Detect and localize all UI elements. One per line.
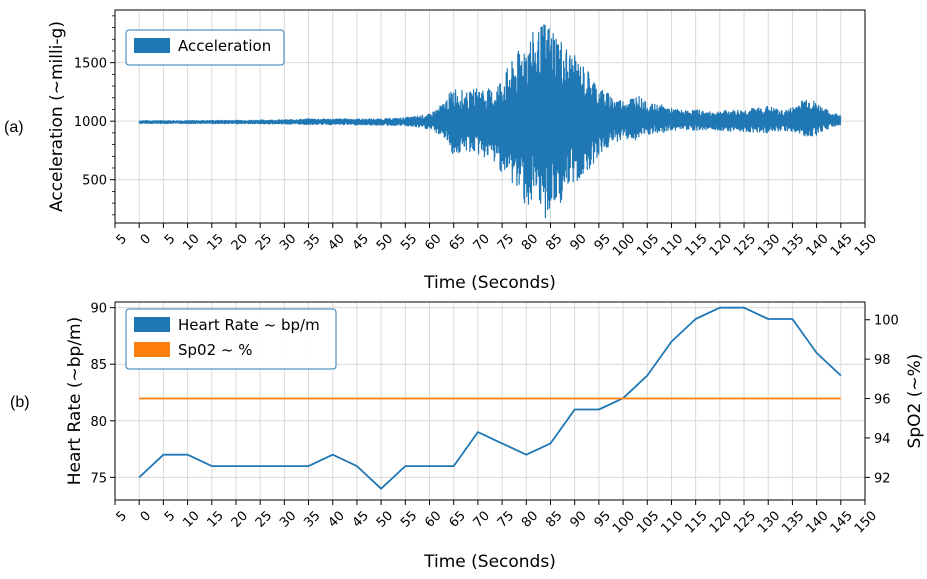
x-tick-label: 50	[374, 508, 396, 530]
x-tick-label: 30	[277, 231, 299, 253]
x-tick-label: 20	[229, 231, 251, 253]
x-tick-label: 70	[471, 508, 493, 530]
y-tick-label: 500	[82, 174, 107, 189]
x-tick-label: 10	[180, 231, 202, 253]
x-tick-label: 130	[755, 231, 783, 259]
y2-tick-label: 98	[874, 353, 891, 368]
x-tick-label: 0	[138, 231, 154, 247]
x-tick-label: 120	[707, 231, 735, 259]
x-tick-label: 35	[301, 508, 323, 530]
x-tick-label: 85	[543, 508, 565, 530]
x-tick-label: 140	[803, 231, 831, 259]
x-tick-label: 110	[658, 508, 686, 536]
y2-tick-label: 100	[874, 314, 899, 329]
x-tick-label: 65	[446, 231, 468, 253]
x-tick-label: 40	[325, 231, 347, 253]
y2-tick-label: 96	[874, 393, 891, 408]
x-tick-label: 140	[803, 508, 831, 536]
x-tick-label: 75	[495, 508, 517, 530]
acceleration-chart: 5 0 5 10 15 20 25 30 35 40 45 50 55 60 65 70 75 80 85 90 951…	[47, 9, 880, 293]
x-tick-label: 0	[138, 508, 154, 524]
x-tick-label: 15	[205, 231, 227, 253]
x-tick-label: 115	[683, 231, 711, 259]
x-tick-label: 105	[634, 231, 662, 259]
x-tick-label: 90	[567, 508, 589, 530]
heart-rate-spo2-chart: 5 0 5 10 15 20 25 30 35 40 45 50 55 60 65 70 75 80 85 90 951…	[65, 301, 925, 572]
x-tick-label: 5	[114, 231, 130, 247]
plot-frame	[114, 9, 866, 224]
x-tick-label: 15	[205, 508, 227, 530]
x-tick-label: 5	[114, 508, 130, 524]
x-tick-label: 25	[253, 231, 275, 253]
legend-swatch	[134, 317, 170, 332]
x-tick-label: 100	[610, 231, 638, 259]
x-tick-label: 5	[162, 508, 178, 524]
x-tick-label: 45	[350, 231, 372, 253]
x-tick-label: 35	[301, 231, 323, 253]
y-tick-label: 85	[90, 358, 107, 373]
series-heart-rate-line	[138, 306, 842, 490]
x-tick-label: 55	[398, 231, 420, 253]
legend-label: Acceleration	[178, 37, 271, 55]
y-tick-label: 90	[90, 302, 107, 317]
x-tick-label: 90	[567, 231, 589, 253]
x-tick-label: 125	[731, 231, 759, 259]
x-tick-label: 135	[779, 231, 807, 259]
x-axis-label: Time (Seconds)	[423, 273, 556, 293]
x-tick-label: 45	[350, 508, 372, 530]
y-tick-label: 1000	[74, 115, 107, 130]
x-tick-label: 10	[180, 508, 202, 530]
x-tick-label: 100	[610, 508, 638, 536]
y-tick-label: 80	[90, 415, 107, 430]
x-tick-label: 50	[374, 231, 396, 253]
x-tick-label: 65	[446, 508, 468, 530]
x-tick-label: 25	[253, 508, 275, 530]
y2-tick-label: 92	[874, 471, 891, 486]
x-tick-label: 80	[519, 508, 541, 530]
legend-swatch	[134, 342, 170, 357]
x-axis-label: Time (Seconds)	[423, 552, 556, 572]
x-tick-label: 135	[779, 508, 807, 536]
plot-frame	[114, 301, 866, 501]
y-axis-label: Acceleration (~milli-g)	[47, 21, 67, 212]
y2-axis-label: SpO2 (~%)	[905, 354, 925, 449]
x-tick-label: 40	[325, 508, 347, 530]
x-tick-label: 105	[634, 508, 662, 536]
x-tick-label: 120	[707, 508, 735, 536]
x-tick-label: 5	[162, 231, 178, 247]
x-tick-label: 75	[495, 231, 517, 253]
panel-label-b: (b)	[10, 394, 30, 411]
x-tick-label: 60	[422, 231, 444, 253]
x-tick-label: 55	[398, 508, 420, 530]
y-tick-label: 75	[90, 471, 107, 486]
x-tick-label: 145	[828, 508, 856, 536]
x-tick-label: 115	[683, 508, 711, 536]
y2-tick-label: 94	[874, 432, 891, 447]
x-tick-label: 150	[852, 508, 880, 536]
x-tick-label: 125	[731, 508, 759, 536]
x-tick-label: 150	[852, 231, 880, 259]
legend-swatch	[134, 38, 170, 53]
x-tick-label: 60	[422, 508, 444, 530]
legend-label: Sp02 ~ %	[178, 341, 253, 359]
y-tick-label: 1500	[74, 57, 107, 72]
x-tick-label: 85	[543, 231, 565, 253]
legend-label: Heart Rate ~ bp/m	[178, 316, 320, 334]
series-acceleration-line	[138, 24, 842, 218]
y-axis-label: Heart Rate (~bp/m)	[65, 317, 85, 485]
x-tick-label: 130	[755, 508, 783, 536]
x-tick-label: 70	[471, 231, 493, 253]
x-tick-label: 80	[519, 231, 541, 253]
x-tick-label: 110	[658, 231, 686, 259]
legend-box	[125, 308, 337, 370]
x-tick-label: 145	[828, 231, 856, 259]
x-tick-label: 30	[277, 508, 299, 530]
panel-label-a: (a)	[4, 119, 24, 136]
x-tick-label: 20	[229, 508, 251, 530]
